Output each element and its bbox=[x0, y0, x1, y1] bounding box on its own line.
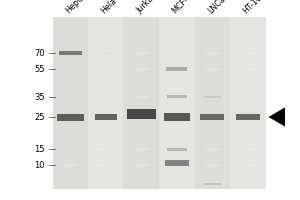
Bar bbox=[230, 17, 266, 189]
Bar bbox=[98, 96, 113, 98]
Bar bbox=[52, 17, 88, 189]
Bar bbox=[205, 68, 220, 70]
Bar bbox=[159, 17, 194, 189]
Bar bbox=[200, 114, 224, 120]
Bar bbox=[204, 183, 220, 185]
Bar bbox=[124, 17, 159, 189]
Bar bbox=[94, 114, 117, 120]
Text: MCF-7: MCF-7 bbox=[170, 0, 194, 15]
Bar bbox=[98, 52, 113, 54]
Text: LNCaP: LNCaP bbox=[206, 0, 230, 15]
Bar bbox=[240, 52, 255, 54]
Bar bbox=[164, 113, 190, 121]
Bar bbox=[240, 164, 255, 166]
Bar bbox=[134, 96, 149, 98]
Bar bbox=[98, 68, 113, 70]
Text: HepG2: HepG2 bbox=[64, 0, 90, 15]
Text: 15: 15 bbox=[34, 144, 45, 154]
Bar bbox=[134, 68, 149, 70]
Text: HT-1080: HT-1080 bbox=[242, 0, 271, 15]
Text: 10: 10 bbox=[34, 160, 45, 170]
Bar bbox=[236, 114, 260, 120]
Bar bbox=[205, 148, 220, 150]
Bar bbox=[52, 17, 266, 189]
Bar bbox=[240, 68, 255, 70]
Bar bbox=[205, 164, 220, 166]
Bar bbox=[134, 164, 149, 166]
Bar bbox=[240, 148, 255, 150]
Text: Jurkat: Jurkat bbox=[135, 0, 158, 15]
Text: 35: 35 bbox=[34, 92, 45, 102]
Bar bbox=[98, 164, 113, 166]
Bar bbox=[98, 148, 113, 150]
Bar bbox=[194, 17, 230, 189]
Bar bbox=[63, 164, 78, 166]
Bar bbox=[59, 51, 82, 55]
Bar bbox=[88, 17, 124, 189]
Text: Hela: Hela bbox=[99, 0, 119, 15]
Bar bbox=[165, 160, 189, 166]
Bar bbox=[134, 148, 149, 150]
Text: 70: 70 bbox=[34, 48, 45, 58]
Bar bbox=[167, 148, 187, 150]
Bar bbox=[127, 109, 155, 119]
Bar bbox=[167, 95, 187, 98]
Text: 55: 55 bbox=[34, 64, 45, 73]
Bar bbox=[134, 52, 149, 54]
Polygon shape bbox=[268, 107, 285, 127]
Bar bbox=[57, 114, 84, 120]
Bar bbox=[204, 96, 220, 98]
Bar bbox=[166, 67, 187, 71]
Text: 25: 25 bbox=[34, 112, 45, 121]
Bar bbox=[205, 52, 220, 54]
Bar bbox=[240, 96, 255, 98]
